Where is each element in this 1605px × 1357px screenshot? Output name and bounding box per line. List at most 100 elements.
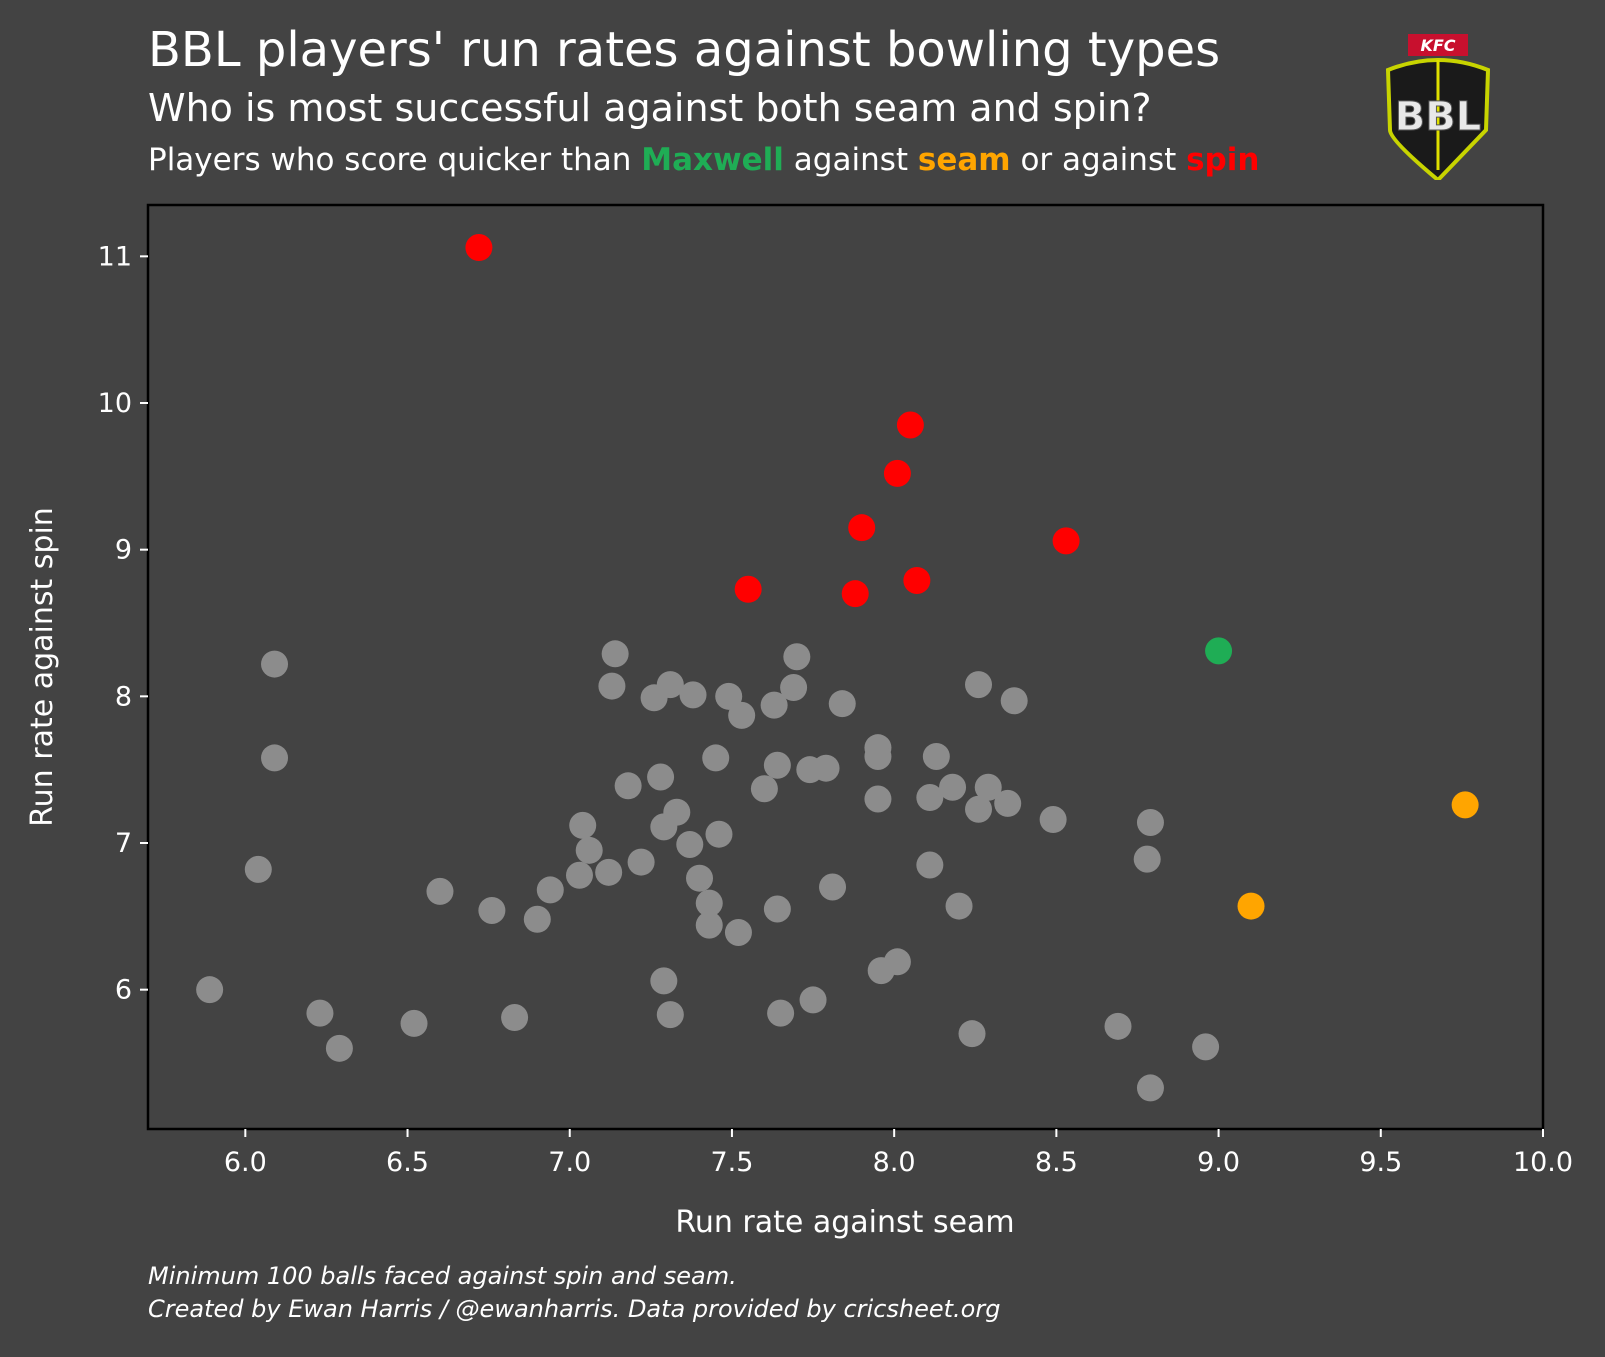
- point-other: [695, 911, 723, 939]
- x-tick-label: 6.0: [224, 1147, 267, 1178]
- point-spin: [734, 575, 762, 603]
- y-axis-label: Run rate against spin: [25, 507, 60, 827]
- point-other: [261, 744, 289, 772]
- point-other: [501, 1004, 529, 1032]
- x-tick-label: 10.0: [1513, 1147, 1573, 1178]
- point-other: [1133, 845, 1161, 873]
- point-spin: [848, 514, 876, 542]
- x-tick-label: 6.5: [386, 1147, 429, 1178]
- point-other: [767, 999, 795, 1027]
- point-other: [828, 690, 856, 718]
- point-other: [883, 948, 911, 976]
- data-points: [196, 234, 1479, 1102]
- point-other: [760, 691, 788, 719]
- point-other: [965, 795, 993, 823]
- y-tick-label: 10: [98, 388, 132, 419]
- point-seam: [1451, 791, 1479, 819]
- point-other: [750, 775, 778, 803]
- point-other: [647, 763, 675, 791]
- point-other: [627, 848, 655, 876]
- point-other: [916, 851, 944, 879]
- color-legend: Players who score quicker than Maxwell a…: [148, 143, 1259, 177]
- point-spin: [465, 234, 493, 262]
- logo-kfc-text: KFC: [1420, 36, 1455, 55]
- point-other: [974, 773, 1002, 801]
- x-tick-label: 8.0: [873, 1147, 916, 1178]
- point-other: [780, 674, 808, 702]
- x-tick-label: 7.5: [710, 1147, 753, 1178]
- point-other: [728, 701, 756, 729]
- point-other: [702, 744, 730, 772]
- x-tick-label: 9.5: [1359, 1147, 1402, 1178]
- y-axis: 6 7 8 9 10 11: [98, 241, 148, 1006]
- x-tick-label: 8.5: [1035, 1147, 1078, 1178]
- point-other: [325, 1034, 353, 1062]
- point-other: [400, 1009, 428, 1037]
- footer-note: Minimum 100 balls faced against spin and…: [148, 1260, 1000, 1326]
- y-tick-label: 9: [115, 535, 132, 566]
- point-other: [819, 873, 847, 901]
- bbl-logo: KFC BBL: [1385, 34, 1491, 180]
- point-spin: [841, 580, 869, 608]
- point-other: [663, 798, 691, 826]
- point-other: [595, 858, 623, 886]
- legend-spin: spin: [1186, 142, 1260, 178]
- point-other: [244, 855, 272, 883]
- point-other: [916, 784, 944, 812]
- point-other: [598, 672, 626, 700]
- point-other: [864, 785, 892, 813]
- y-tick-label: 7: [115, 828, 132, 859]
- point-other: [1039, 806, 1067, 834]
- point-other: [994, 789, 1022, 817]
- point-other: [686, 864, 714, 892]
- point-spin: [883, 459, 911, 487]
- point-other: [1000, 687, 1028, 715]
- point-other: [945, 892, 973, 920]
- point-seam: [1237, 892, 1265, 920]
- point-other: [965, 671, 993, 699]
- point-spin: [1052, 527, 1080, 555]
- point-other: [676, 830, 704, 858]
- point-other: [705, 820, 733, 848]
- point-other: [523, 905, 551, 933]
- point-other: [536, 876, 564, 904]
- point-other: [656, 1001, 684, 1029]
- point-other: [799, 986, 827, 1014]
- point-other: [922, 742, 950, 770]
- point-other: [478, 896, 506, 924]
- point-maxwell: [1205, 637, 1233, 665]
- chart-title: BBL players' run rates against bowling t…: [148, 22, 1221, 78]
- x-axis: 6.0 6.5 7.0 7.5 8.0 8.5 9.0 9.5 10.0: [224, 1129, 1573, 1178]
- point-other: [1136, 808, 1164, 836]
- point-other: [724, 918, 752, 946]
- chart-subtitle: Who is most successful against both seam…: [148, 86, 1152, 130]
- point-other: [656, 671, 684, 699]
- point-other: [1136, 1074, 1164, 1102]
- footer-line-2: Created by Ewan Harris / @ewanharris. Da…: [148, 1295, 1001, 1323]
- legend-maxwell: Maxwell: [641, 142, 784, 178]
- point-other: [261, 650, 289, 678]
- y-tick-label: 11: [98, 241, 132, 272]
- point-other: [601, 640, 629, 668]
- point-other: [569, 811, 597, 839]
- legend-mid1: against: [783, 142, 918, 178]
- point-other: [575, 836, 603, 864]
- point-spin: [896, 411, 924, 439]
- point-other: [958, 1020, 986, 1048]
- x-axis-label: Run rate against seam: [675, 1205, 1014, 1240]
- logo-bbl-text: BBL: [1395, 94, 1481, 140]
- legend-mid2: or against: [1010, 142, 1187, 178]
- point-other: [196, 976, 224, 1004]
- point-other: [1104, 1012, 1132, 1040]
- point-other: [864, 742, 892, 770]
- point-other: [939, 773, 967, 801]
- point-other: [763, 751, 791, 779]
- point-other: [715, 682, 743, 710]
- plot-area: [146, 203, 1545, 1131]
- point-other: [783, 643, 811, 671]
- point-other: [565, 861, 593, 889]
- point-spin: [903, 566, 931, 594]
- legend-seam: seam: [917, 142, 1011, 178]
- x-tick-label: 7.0: [548, 1147, 591, 1178]
